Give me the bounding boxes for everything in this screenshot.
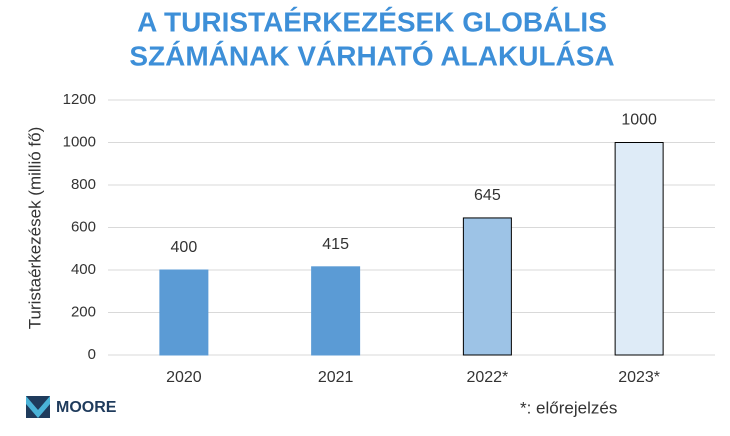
chart-title: A TURISTAÉRKEZÉSEK GLOBÁLIS	[137, 6, 607, 37]
y-tick-label: 1000	[63, 133, 96, 150]
y-tick-label: 0	[88, 346, 96, 363]
x-tick-label: 2023*	[618, 369, 660, 386]
y-tick-label: 400	[71, 261, 96, 278]
data-label: 645	[474, 187, 501, 204]
logo-icon	[26, 396, 50, 418]
bar	[614, 142, 664, 356]
y-axis-label: Turistaérkezések (millió fő)	[25, 127, 44, 329]
y-tick-label: 600	[71, 218, 96, 235]
y-tick-label: 200	[71, 303, 96, 320]
data-label: 1000	[621, 112, 657, 129]
chart-title: SZÁMÁNAK VÁRHATÓ ALAKULÁSA	[129, 40, 614, 71]
data-label: 415	[322, 236, 349, 253]
bar	[311, 266, 361, 356]
logo-icon	[26, 396, 50, 418]
x-tick-label: 2020	[166, 369, 202, 386]
y-tick-label: 1200	[63, 91, 96, 108]
data-label: 400	[171, 239, 198, 256]
logo-text: MOORE	[56, 399, 117, 416]
bar	[159, 269, 209, 356]
y-tick-label: 800	[71, 176, 96, 193]
x-tick-label: 2021	[318, 369, 354, 386]
bar	[462, 217, 512, 356]
x-tick-label: 2022*	[466, 369, 508, 386]
footnote: *: előrejelzés	[520, 398, 617, 417]
logo: MOORE	[26, 396, 117, 418]
